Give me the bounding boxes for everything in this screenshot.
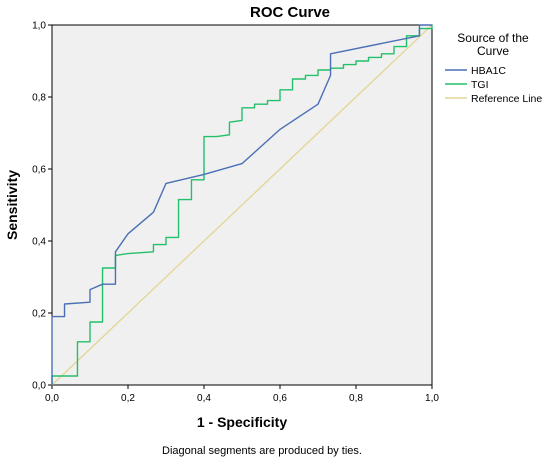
series-line-reference-line bbox=[51, 24, 433, 386]
legend-label-tgi: TGI bbox=[471, 79, 489, 91]
chart-title: ROC Curve bbox=[250, 4, 330, 21]
y-tick-label: 0,6 bbox=[32, 165, 46, 176]
legend: Source of the Curve HBA1C TGI Reference Li… bbox=[445, 31, 542, 105]
y-tick-label: 1,0 bbox=[32, 21, 46, 32]
x-tick-label: 0,4 bbox=[197, 393, 211, 404]
legend-label-reference-line: Reference Line bbox=[471, 93, 542, 105]
series-line-hba1c bbox=[51, 24, 432, 385]
y-tick-label: 0,4 bbox=[32, 237, 46, 248]
x-tick-label: 0,2 bbox=[121, 393, 135, 404]
y-tick-label: 0,2 bbox=[32, 309, 46, 320]
legend-title-line-1: Source of the bbox=[457, 31, 529, 45]
x-axis-ticks: 0,0 0,2 0,4 0,6 0,8 1,0 bbox=[45, 385, 439, 404]
legend-title-line-2: Curve bbox=[477, 44, 509, 58]
x-tick-label: 0,0 bbox=[45, 393, 59, 404]
y-axis-label: Sensitivity bbox=[4, 170, 20, 240]
series-layer bbox=[51, 24, 433, 386]
y-axis-ticks: 0,0 0,2 0,4 0,6 0,8 1,0 bbox=[32, 21, 52, 392]
y-tick-label: 0,0 bbox=[32, 381, 46, 392]
x-tick-label: 0,6 bbox=[273, 393, 287, 404]
x-tick-label: 0,8 bbox=[349, 393, 363, 404]
legend-items: HBA1C TGI Reference Line bbox=[445, 65, 542, 105]
y-tick-label: 0,8 bbox=[32, 93, 46, 104]
series-line-tgi bbox=[51, 25, 433, 385]
legend-label-hba1c: HBA1C bbox=[471, 65, 506, 77]
footnote: Diagonal segments are produced by ties. bbox=[162, 445, 362, 457]
x-axis-label: 1 - Specificity bbox=[197, 414, 287, 430]
x-tick-label: 1,0 bbox=[425, 393, 439, 404]
